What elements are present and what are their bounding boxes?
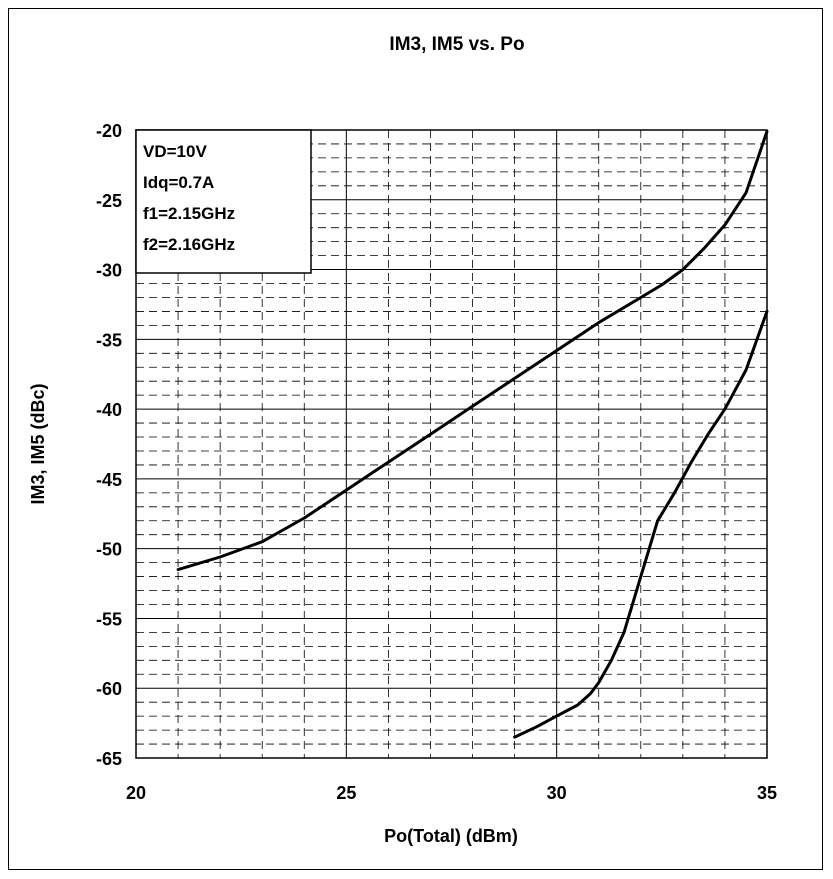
chart-title: IM3, IM5 vs. Po bbox=[389, 34, 524, 55]
x-tick-label: 20 bbox=[126, 783, 146, 803]
x-tick-label: 35 bbox=[757, 783, 777, 803]
x-tick-label: 30 bbox=[547, 783, 567, 803]
y-tick-label: -40 bbox=[96, 400, 122, 420]
x-tick-labels: 20 25 30 35 bbox=[126, 783, 777, 803]
y-tick-label: -25 bbox=[96, 191, 122, 211]
x-tick-label: 25 bbox=[336, 783, 356, 803]
x-axis-label: Po(Total) (dBm) bbox=[384, 826, 518, 846]
annotation-box-frame bbox=[135, 129, 312, 274]
y-tick-labels: -20 -25 -30 -35 -40 -45 -50 -55 -60 -65 bbox=[96, 121, 122, 769]
series-line-2 bbox=[513, 309, 769, 739]
annotation-line: f1=2.15GHz bbox=[143, 204, 235, 223]
y-tick-label: -35 bbox=[96, 330, 122, 350]
annotation-line: f2=2.16GHz bbox=[143, 235, 235, 254]
y-tick-label: -45 bbox=[96, 470, 122, 490]
series-line-1 bbox=[176, 129, 769, 572]
y-tick-label: -50 bbox=[96, 540, 122, 560]
series-layer bbox=[176, 129, 769, 739]
y-tick-label: -60 bbox=[96, 679, 122, 699]
y-tick-label: -65 bbox=[96, 749, 122, 769]
annotation-line: Idq=0.7A bbox=[143, 173, 214, 192]
y-tick-label: -20 bbox=[96, 121, 122, 141]
y-tick-label: -30 bbox=[96, 261, 122, 281]
plot-border bbox=[135, 129, 768, 759]
y-tick-label: -55 bbox=[96, 609, 122, 629]
annotation-box: VD=10V Idq=0.7A f1=2.15GHz f2=2.16GHz bbox=[135, 129, 312, 274]
annotation-line: VD=10V bbox=[143, 142, 207, 161]
y-axis-label: IM3, IM5 (dBc) bbox=[28, 383, 48, 504]
